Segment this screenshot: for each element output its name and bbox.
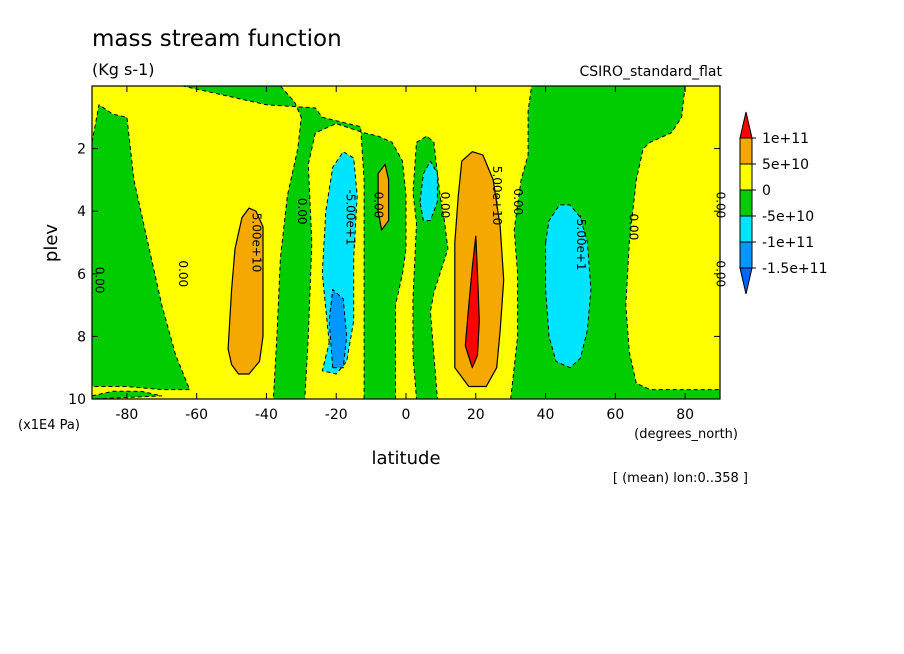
contour-label-7: 0.00	[511, 188, 525, 215]
x-tick-label-7: 60	[606, 407, 624, 423]
plot-area: 5.00e+10 -5.00e+1 5.00e+10 -5.00e+1 0.00 0.00…	[91, 85, 728, 400]
y-axis: 2 4 6 8 10	[68, 142, 720, 408]
x-tick-label-6: 40	[537, 407, 555, 423]
contour-region-0	[91, 104, 191, 391]
colorbar-label-4: -1e+11	[762, 235, 814, 251]
y-tick-label-1: 4	[77, 204, 86, 220]
y-tick-label-3: 8	[77, 329, 86, 345]
x-tick-label-1: -60	[185, 407, 208, 423]
contour-label-6: 0.00	[438, 192, 452, 219]
contour-region-7	[545, 204, 592, 369]
contour-label-layer: 5.00e+10 -5.00e+1 5.00e+10 -5.00e+1 0.00 0.00…	[92, 166, 727, 294]
contour-label-5: 0.00	[372, 192, 386, 219]
contour-label-4: 0.00	[295, 198, 309, 225]
x-tick-label-2: -40	[255, 407, 278, 423]
contour-label-1: -5.00e+1	[344, 189, 358, 245]
y-tick-label-0: 2	[77, 142, 86, 158]
colorbar-box-1	[739, 163, 753, 191]
y-tick-label-4: 10	[68, 392, 86, 408]
y-unit-label: (x1E4 Pa)	[18, 418, 80, 433]
contour-label-9: 0.00	[176, 260, 190, 287]
colorbar-label-2: 0	[762, 183, 771, 199]
colorbar-top-triangle	[739, 111, 753, 139]
contour-label-10: 0.00	[92, 267, 106, 294]
y-tick-label-2: 6	[77, 267, 86, 283]
colorbar-box-0	[739, 137, 753, 165]
x-axis-label: latitude	[371, 448, 440, 469]
colorbar-label-5: -1.5e+11	[762, 261, 827, 277]
x-tick-label-5: 20	[467, 407, 485, 423]
contour-region-12	[464, 235, 480, 369]
chart-title: mass stream function	[92, 26, 342, 52]
colorbar-box-2	[739, 189, 753, 217]
x-tick-label-3: -20	[325, 407, 348, 423]
x-tick-label-8: 80	[676, 407, 694, 423]
x-tick-label-0: -80	[115, 407, 138, 423]
contour-label-8: 0.00	[626, 213, 640, 240]
contour-label-3: -5.00e+1	[574, 214, 588, 270]
x-axis: -80 -60 -40 -20 0 20 40 60 80	[115, 86, 694, 423]
colorbar-label-1: 5e+10	[762, 157, 809, 173]
contour-label-2: 5.00e+10	[490, 166, 504, 225]
y-axis-label: plev	[41, 224, 62, 263]
contour-label-0: 5.00e+10	[249, 213, 263, 272]
contour-region-10	[377, 163, 390, 231]
colorbar: 1e+11 5e+10 0 -5e+10 -1e+11 -1.5e+11	[739, 111, 827, 295]
contour-fill-layer	[91, 85, 721, 400]
colorbar-label-3: -5e+10	[762, 209, 814, 225]
chart-units: (Kg s-1)	[92, 60, 155, 79]
contour-region-6	[419, 160, 438, 222]
contour-region-9	[227, 207, 264, 375]
x-unit-label: (degrees_north)	[634, 427, 738, 442]
dataset-label: CSIRO_standard_flat	[579, 64, 722, 80]
footnote: [ (mean) lon:0..358 ]	[613, 471, 748, 486]
contour-region-8	[328, 289, 348, 369]
contour-region-2	[182, 85, 407, 400]
x-tick-label-4: 0	[402, 407, 411, 423]
colorbar-bottom-triangle	[739, 267, 753, 295]
colorbar-label-0: 1e+11	[762, 131, 809, 147]
colorbar-box-3	[739, 215, 753, 243]
colorbar-box-4	[739, 241, 753, 269]
